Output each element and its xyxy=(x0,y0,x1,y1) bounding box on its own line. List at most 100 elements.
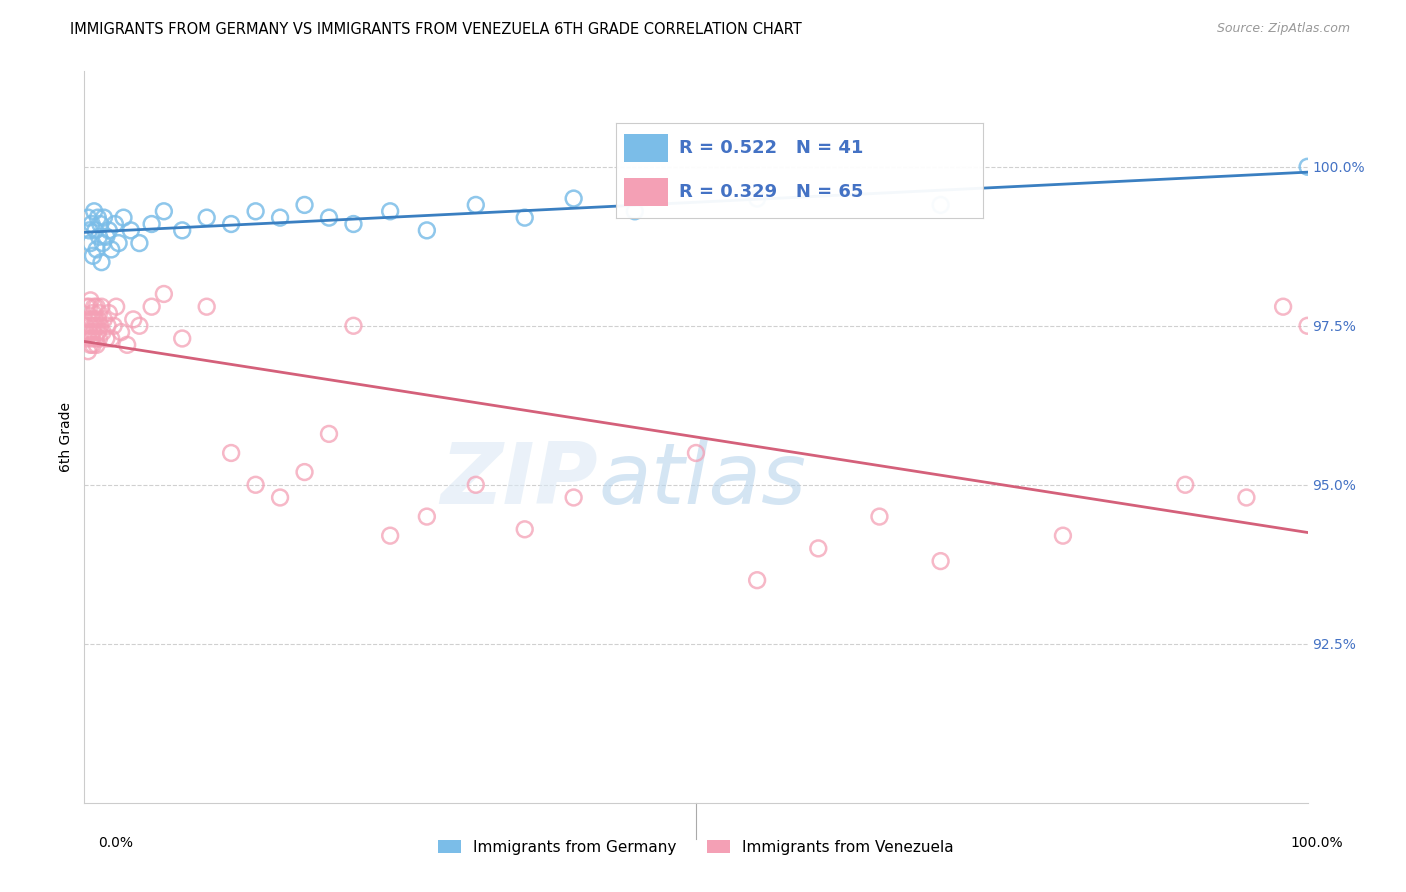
Point xyxy=(105,300,128,314)
Point xyxy=(464,198,486,212)
Point xyxy=(624,204,647,219)
Point xyxy=(87,229,110,244)
Point xyxy=(83,318,105,333)
Text: 100.0%: 100.0% xyxy=(1291,836,1343,850)
Point xyxy=(219,217,242,231)
Y-axis label: 6th Grade: 6th Grade xyxy=(59,402,73,472)
Point xyxy=(86,338,108,352)
Point xyxy=(77,300,100,314)
Point xyxy=(87,306,110,320)
Point xyxy=(1272,300,1295,314)
Point xyxy=(76,300,98,314)
Point xyxy=(120,223,142,237)
Point xyxy=(91,236,114,251)
Point xyxy=(1296,160,1319,174)
Point xyxy=(562,491,585,505)
Point xyxy=(807,541,830,556)
Point xyxy=(380,529,402,543)
Point xyxy=(84,312,107,326)
Point xyxy=(1296,318,1319,333)
Point xyxy=(76,331,98,345)
Point xyxy=(97,318,120,333)
Point xyxy=(172,331,194,345)
Point xyxy=(245,477,267,491)
Point xyxy=(82,249,104,263)
Point xyxy=(79,318,101,333)
Text: atlas: atlas xyxy=(598,440,806,523)
Point xyxy=(83,300,105,314)
Point xyxy=(83,204,105,219)
Point xyxy=(77,312,100,326)
Point xyxy=(87,211,110,225)
Text: 0.0%: 0.0% xyxy=(98,836,134,850)
Point xyxy=(685,446,707,460)
Point xyxy=(1236,491,1258,505)
Point xyxy=(342,217,364,231)
Point xyxy=(1052,529,1074,543)
Point xyxy=(96,229,118,244)
Point xyxy=(82,306,104,320)
Point xyxy=(318,426,340,441)
Point xyxy=(75,318,97,333)
Point xyxy=(89,217,111,231)
Point xyxy=(153,287,176,301)
Point xyxy=(869,509,891,524)
Point xyxy=(79,293,101,308)
Point xyxy=(245,204,267,219)
Point xyxy=(141,217,163,231)
Point xyxy=(128,318,150,333)
Point xyxy=(87,325,110,339)
Point xyxy=(747,573,769,587)
Point xyxy=(97,306,120,320)
Point xyxy=(84,331,107,345)
Point xyxy=(79,338,101,352)
Point xyxy=(342,318,364,333)
Point xyxy=(89,318,111,333)
Point xyxy=(77,211,100,225)
Point xyxy=(269,491,291,505)
Point xyxy=(115,338,138,352)
Point xyxy=(318,211,340,225)
Point xyxy=(103,318,125,333)
Point xyxy=(77,344,100,359)
Point xyxy=(294,198,316,212)
Point xyxy=(82,338,104,352)
Point xyxy=(104,217,127,231)
Point xyxy=(79,236,101,251)
Point xyxy=(93,312,115,326)
Point xyxy=(82,325,104,339)
Legend: Immigrants from Germany, Immigrants from Venezuela: Immigrants from Germany, Immigrants from… xyxy=(432,834,960,861)
Point xyxy=(464,477,486,491)
Point xyxy=(1174,477,1197,491)
Point xyxy=(90,255,112,269)
Point xyxy=(100,243,122,257)
Point xyxy=(80,312,103,326)
Point xyxy=(294,465,316,479)
Point xyxy=(269,211,291,225)
Point xyxy=(96,331,118,345)
Point xyxy=(86,300,108,314)
Point xyxy=(100,331,122,345)
Point xyxy=(91,325,114,339)
Point xyxy=(141,300,163,314)
Point xyxy=(84,223,107,237)
Point xyxy=(416,509,439,524)
Point xyxy=(195,211,218,225)
Point xyxy=(90,300,112,314)
Point xyxy=(929,198,952,212)
Point xyxy=(77,325,100,339)
Text: Source: ZipAtlas.com: Source: ZipAtlas.com xyxy=(1216,22,1350,36)
Point xyxy=(416,223,439,237)
Point xyxy=(195,300,218,314)
Point xyxy=(107,236,129,251)
Point xyxy=(87,312,110,326)
Point xyxy=(380,204,402,219)
Point xyxy=(513,522,536,536)
Point xyxy=(97,223,120,237)
Point xyxy=(172,223,194,237)
Point xyxy=(110,325,132,339)
Text: ZIP: ZIP xyxy=(440,440,598,523)
Point xyxy=(747,192,769,206)
Point xyxy=(80,217,103,231)
Point xyxy=(80,331,103,345)
